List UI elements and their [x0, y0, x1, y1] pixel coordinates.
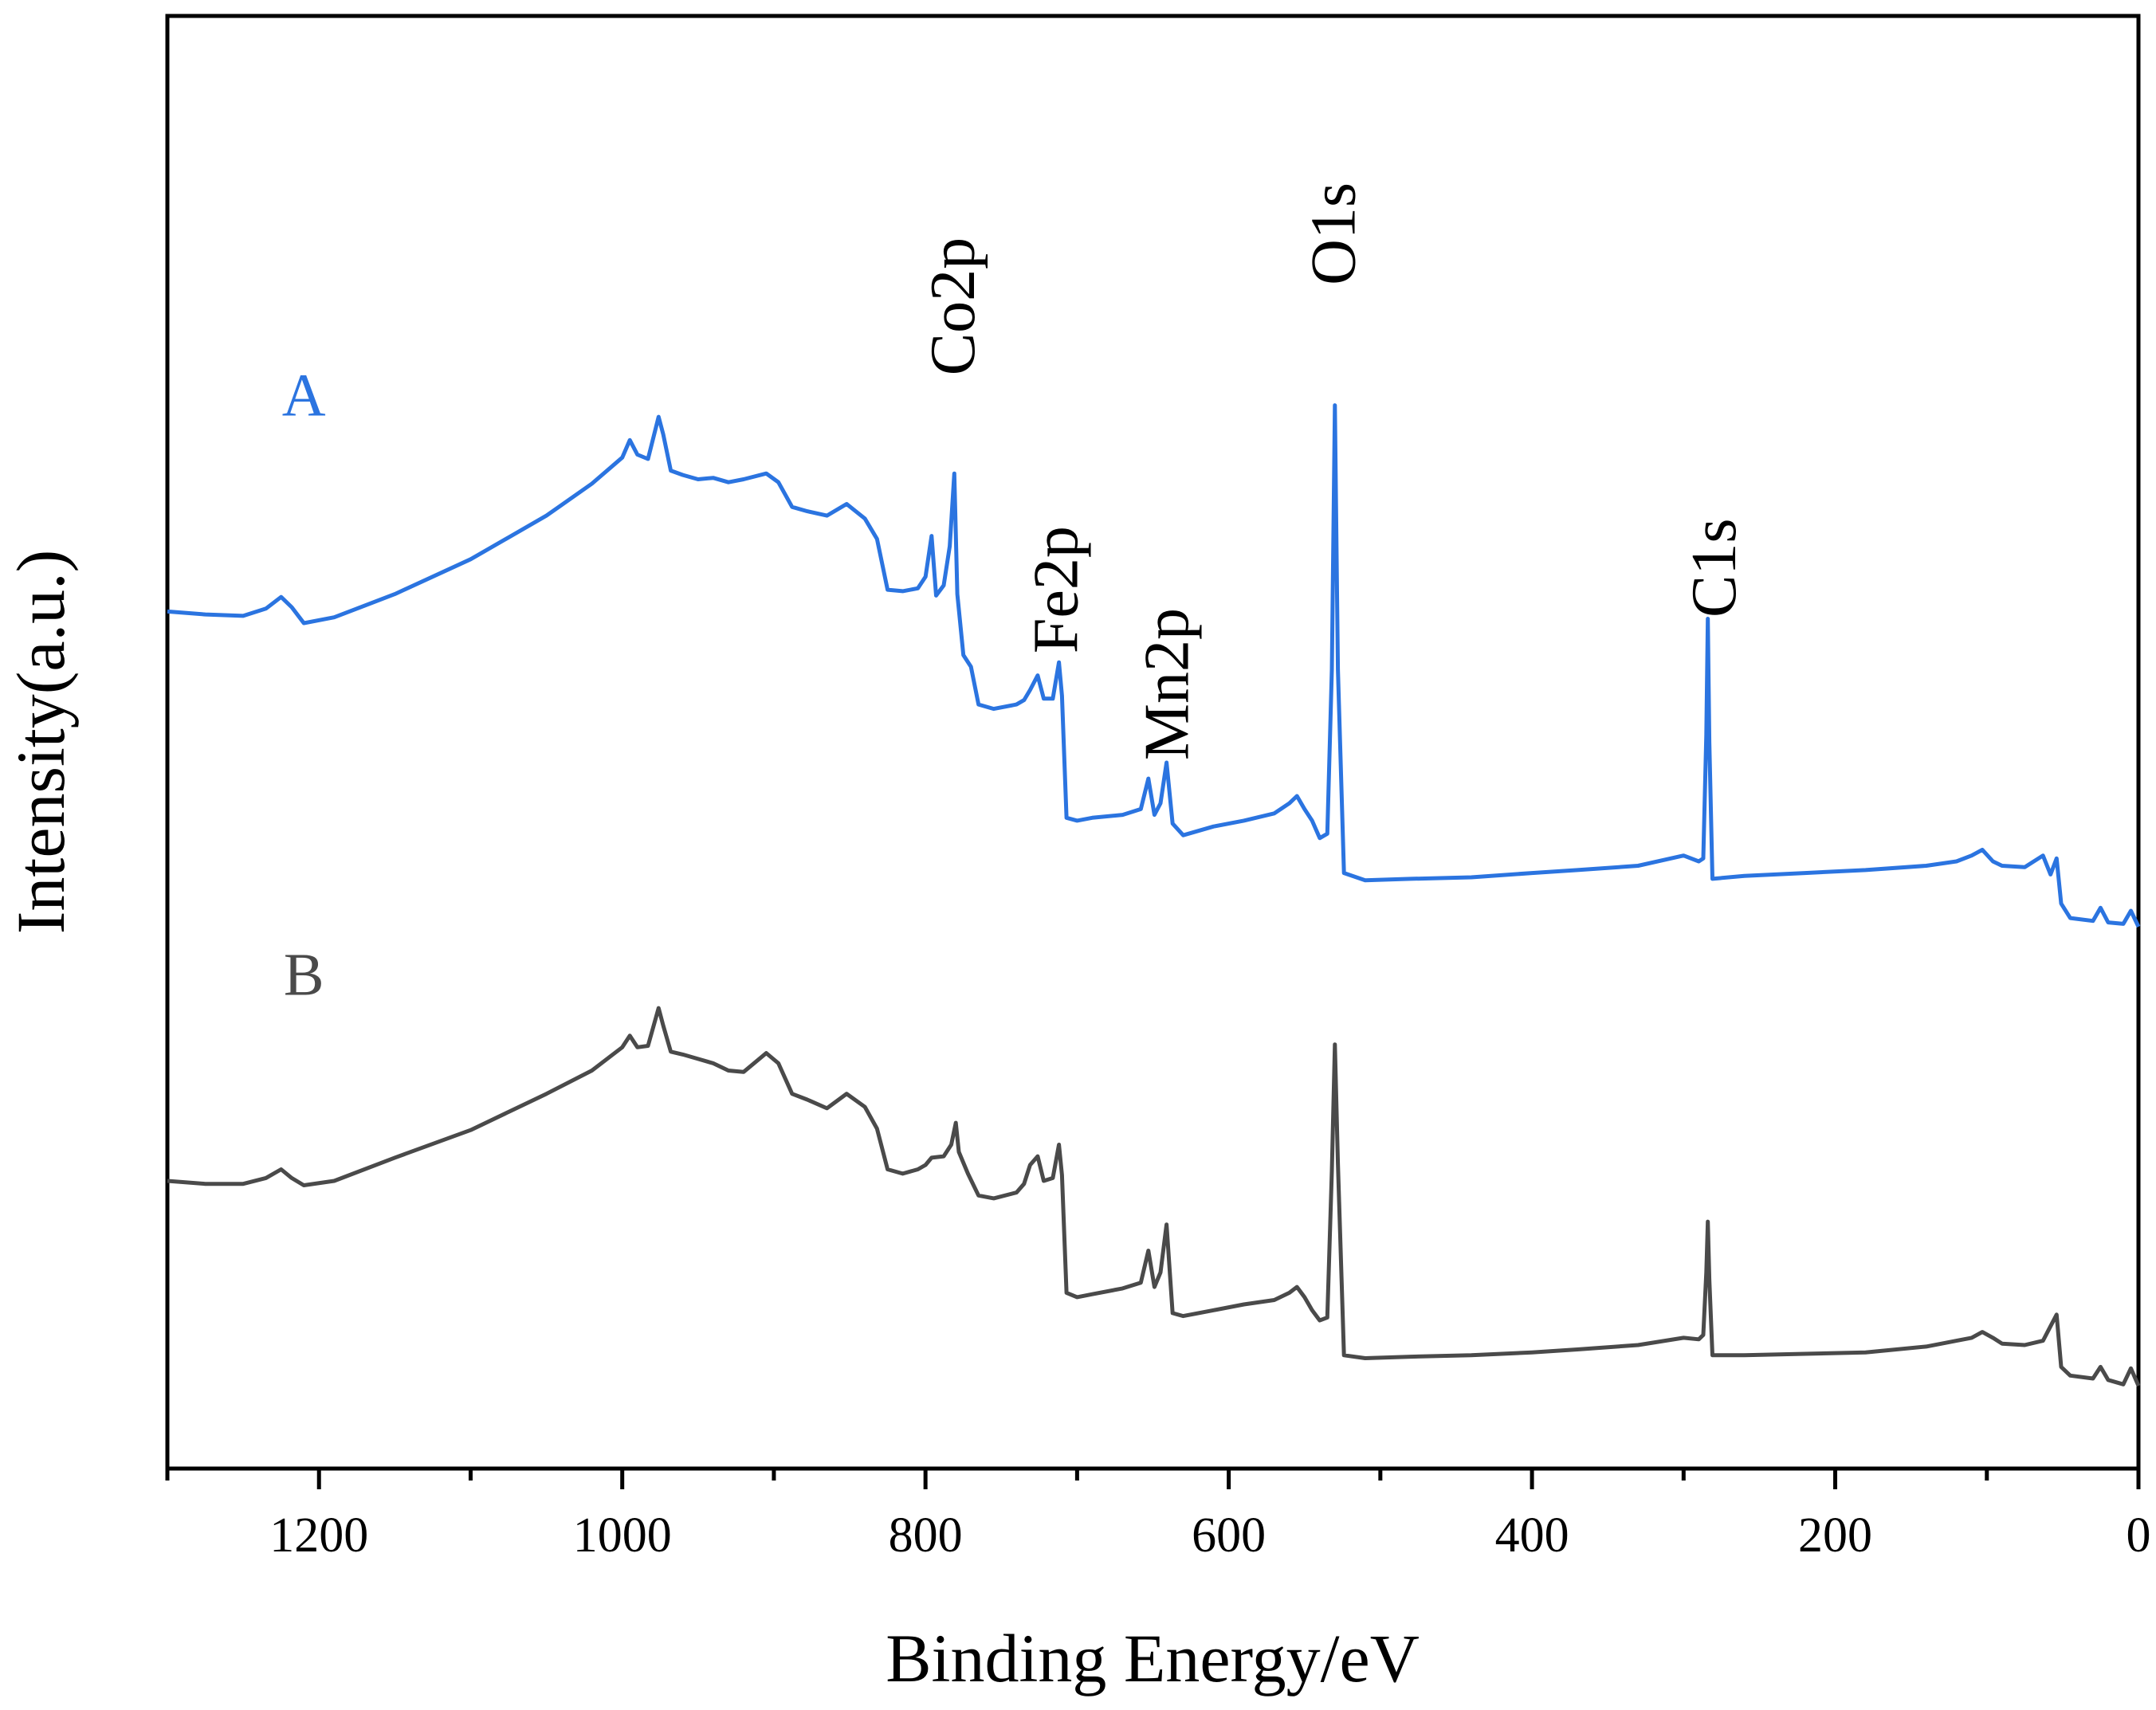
peak-label-mn2p: Mn2p: [1132, 608, 1202, 760]
series-line-a: [167, 403, 2141, 928]
peak-label-o1s: O1s: [1299, 182, 1369, 285]
x-axis-title: Binding Energy/eV: [886, 1620, 1420, 1696]
x-tick-label: 1000: [573, 1508, 672, 1563]
x-tick-label: 400: [1495, 1508, 1569, 1563]
peak-label-fe2p: Fe2p: [1021, 526, 1091, 653]
y-axis-title: Intensity(a.u.): [2, 550, 79, 934]
label-layer: A B Co2p Fe2p Mn2p O1s C1s: [282, 182, 1750, 1009]
x-tick-label: 800: [889, 1508, 963, 1563]
series-label-b: B: [284, 942, 324, 1009]
series-line-b: [167, 1006, 2141, 1387]
x-tick-label: 0: [2127, 1508, 2151, 1563]
x-tick-label: 1200: [269, 1508, 368, 1563]
x-tick-label: 200: [1798, 1508, 1872, 1563]
series-label-a: A: [282, 362, 326, 429]
peak-label-co2p: Co2p: [918, 237, 988, 375]
x-axis-ticks: 1200 1000 800 600 400 200 0: [165, 1469, 2151, 1563]
x-tick-label: 600: [1192, 1508, 1266, 1563]
peak-label-c1s: C1s: [1679, 518, 1750, 618]
plot-frame: [165, 14, 2141, 1471]
series-layer: [167, 403, 2141, 1387]
